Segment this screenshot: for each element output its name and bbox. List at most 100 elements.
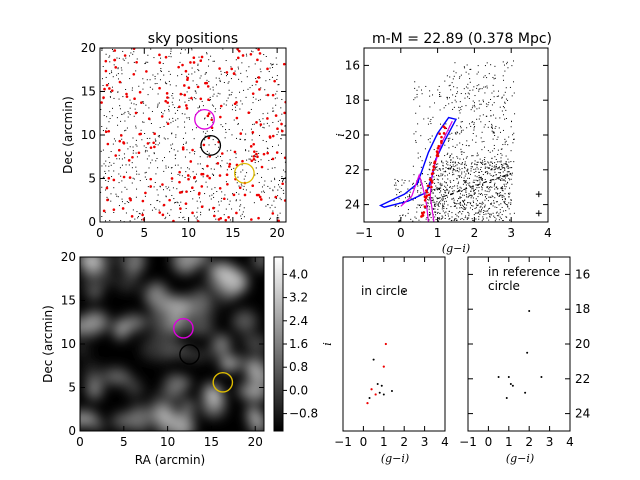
density-blob [163,374,187,397]
sky-star-point [177,126,179,128]
cmd-main-point [470,163,472,165]
sky-star-point [195,127,197,129]
cmd-main-point [427,174,429,176]
sky-star-point [168,97,170,99]
sky-star-point [237,66,239,68]
cmd-main-point [493,184,495,186]
sky-star-point [265,205,267,207]
sky-star-point [117,67,119,69]
cmd-main-point [439,94,441,96]
cmd-main-point [444,217,446,219]
sky-selected-point [172,219,175,222]
cmd-main-ytick-label: 20 [345,128,360,142]
cmd-main-point [503,176,505,178]
sky-star-point [239,138,241,140]
sky-star-point [213,60,215,62]
cmd-main-point [479,213,481,215]
sky-star-point [223,214,225,216]
sky-selected-point [276,127,279,131]
cmd-main-point [424,181,426,183]
sky-star-point [195,90,197,92]
cmd-main-point [403,182,405,184]
cmd-main-point [459,158,461,160]
cmd-main-point [460,203,462,205]
sky-star-point [271,64,273,66]
sky-star-point [249,87,251,89]
sky-star-point [174,112,176,114]
cmd-circle-point [403,290,406,293]
sky-star-point [185,142,187,144]
cmd-main-point [444,212,446,214]
sky-star-point [233,119,235,121]
cmd-main-point [458,181,460,183]
sky-star-point [142,121,144,123]
sky-star-point [199,156,201,158]
cmd-main-point [429,206,431,208]
cmd-main-point [509,187,511,189]
sky-star-point [240,138,242,140]
sky-star-point [214,187,216,189]
cmd-main-isochrone-outline [378,116,458,208]
cmd-main-point [452,94,454,96]
sky-star-point [197,69,199,71]
sky-star-point [260,87,262,89]
cmd-main-point [513,81,515,83]
sky-selected-point [233,102,237,106]
cmd-main-point [499,131,501,133]
sky-star-point [267,185,269,187]
sky-star-point [225,75,227,77]
sky-star-point [228,89,230,91]
sky-star-point [281,176,283,178]
cmd-main-point [488,219,490,221]
cmd-main-point [437,217,439,219]
sky-star-point [244,175,246,177]
sky-star-point [252,96,254,98]
sky-star-point [154,182,156,184]
sky-selected-point [256,155,259,158]
cmd-main-point [445,200,447,202]
sky-star-point [162,113,164,115]
sky-star-point [107,180,109,182]
cmd-main-isochrone-box [378,116,458,222]
sky-selected-point [164,99,167,103]
sky-star-point [113,97,115,99]
cmd-main-point [494,220,496,222]
cmd-main-axes-frame [363,47,549,223]
sky-selected-point [207,98,210,102]
cmd-main-point [475,135,477,137]
sky-star-point [260,60,262,62]
sky-star-point [280,107,282,109]
cmd-main-point [500,168,502,170]
sky-star-point [229,219,231,221]
cmd-main-point [453,86,455,88]
sky-star-point [145,149,147,151]
sky-selected-point [251,131,255,134]
sky-star-point [156,157,158,159]
sky-star-point [212,121,214,123]
cmd-main-point [495,192,497,194]
sky-star-point [198,106,200,108]
cmd-main-panel: m-M = 22.89 (0.378 Mpc) −1 0 1 2 3 4161820222… [334,31,552,255]
cmd-main-point [505,163,507,165]
sky-star-point [153,57,155,59]
sky-star-point [181,73,183,75]
cmd-main-point [482,174,484,176]
sky-star-point [172,97,174,99]
cmd-main-point [429,177,431,179]
density-xtick-label: 0 [76,435,84,449]
sky-star-point [165,186,167,188]
cmd-main-point [444,214,446,216]
cmd-main-point [487,208,489,210]
cmd-main-point [472,219,474,221]
cmd-main-point [513,161,515,163]
cmd-main-point [492,175,494,177]
sky-star-point [252,123,254,125]
cmd-main-point [469,185,471,187]
cmd-main-point [449,133,451,135]
sky-star-point [168,55,170,57]
cmd-main-point [449,155,451,157]
cmd-main-point [484,75,486,77]
sky-star-point [103,176,105,178]
cmd-main-point [484,124,486,126]
sky-star-point [176,201,178,203]
